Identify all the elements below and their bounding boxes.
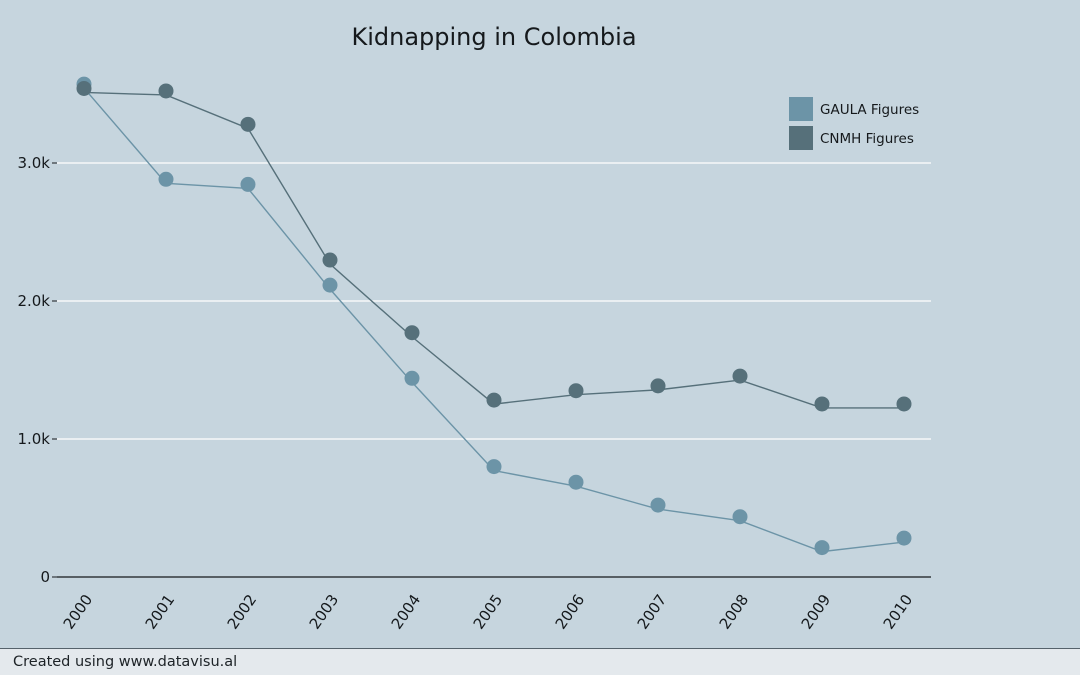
data-point[interactable] [732,509,748,525]
data-point[interactable] [486,392,502,408]
data-point[interactable] [650,497,666,513]
series-layer [76,76,912,556]
data-point[interactable] [814,396,830,412]
data-point[interactable] [896,396,912,412]
legend-swatch [789,97,813,121]
x-tick-label: 2009 [798,591,835,633]
chart-title: Kidnapping in Colombia [351,23,636,51]
data-point[interactable] [650,378,666,394]
data-point[interactable] [322,252,338,268]
series-0 [76,76,912,556]
data-point[interactable] [732,368,748,384]
y-tick-label: 3.0k [17,154,50,172]
x-tick-label: 2006 [552,591,589,633]
x-tick-label: 2008 [716,591,753,633]
series-line [83,91,904,409]
data-point[interactable] [568,474,584,490]
data-point[interactable] [76,80,92,96]
data-point[interactable] [896,530,912,546]
data-point[interactable] [158,83,174,99]
series-line [83,87,905,553]
data-point[interactable] [486,459,502,475]
legend-label: CNMH Figures [820,131,914,147]
grid [57,162,931,440]
footer: Created using www.datavisu.al [0,648,1080,675]
data-point[interactable] [158,171,174,187]
x-axis: 2000 2001 2002 2003 2004 2005 2006 2007 2008 2009… [57,576,931,633]
legend-swatch [789,126,813,150]
x-tick-label: 2001 [142,591,179,633]
x-tick-label: 2000 [60,591,97,633]
legend-item[interactable]: GAULA Figures [789,97,919,121]
x-tick-label: 2004 [388,591,425,633]
legend[interactable]: GAULA Figures CNMH Figures [789,97,919,150]
x-tick-label: 2003 [306,591,343,633]
x-tick-label: 2007 [634,591,671,633]
y-tick-label: 0 [40,568,50,586]
legend-label: GAULA Figures [820,102,919,118]
data-point[interactable] [814,540,830,556]
chart: Kidnapping in Colombia 0 1.0k 2.0k 3.0k 200… [17,23,931,633]
data-point[interactable] [322,277,338,293]
footer-credit-link[interactable]: Created using www.datavisu.al [13,654,238,670]
data-point[interactable] [404,370,420,386]
legend-item[interactable]: CNMH Figures [789,126,914,150]
x-tick-label: 2002 [224,591,261,633]
x-tick-label: 2005 [470,591,507,633]
data-point[interactable] [404,325,420,341]
y-tick-label: 2.0k [17,292,50,310]
x-tick-label: 2010 [880,591,917,633]
y-axis: 0 1.0k 2.0k 3.0k [17,154,57,586]
data-point[interactable] [240,176,256,192]
data-point[interactable] [240,116,256,132]
data-point[interactable] [568,383,584,399]
y-tick-label: 1.0k [17,430,50,448]
series-1 [76,80,912,412]
